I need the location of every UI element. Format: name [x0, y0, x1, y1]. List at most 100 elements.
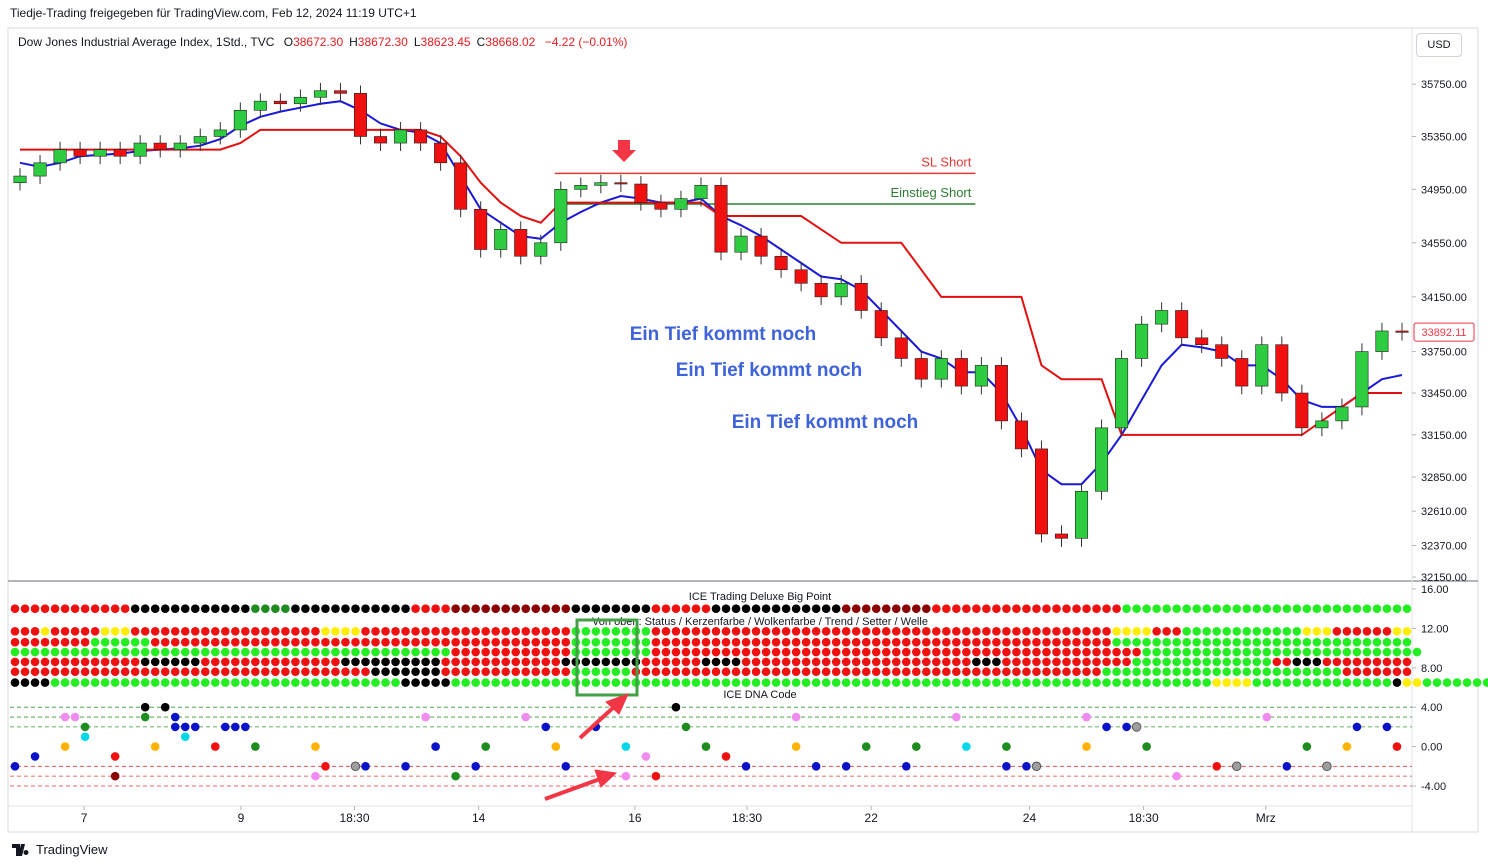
status-dot [661, 657, 671, 667]
status-dot [1432, 678, 1442, 687]
status-dot [1002, 604, 1011, 613]
candle-body [554, 189, 568, 244]
status-dot [180, 657, 190, 667]
status-dot [1292, 604, 1302, 613]
status-dot [791, 667, 801, 677]
status-dot [1032, 678, 1041, 687]
status-dot [891, 627, 901, 636]
candle-body [1095, 427, 1109, 492]
status-dot [942, 678, 951, 687]
status-dot [721, 637, 731, 647]
status-dot [90, 678, 100, 687]
status-dot [491, 667, 500, 677]
status-dot [821, 627, 831, 636]
status-dot [581, 678, 591, 687]
status-dot [1092, 657, 1101, 667]
candle-body [1155, 310, 1169, 325]
status-dot [1312, 637, 1322, 647]
status-dot [1052, 667, 1061, 677]
status-dot [140, 678, 150, 687]
status-dot [751, 604, 761, 613]
status-dot [1302, 627, 1312, 636]
status-dot [1142, 604, 1151, 613]
status-dot [100, 657, 110, 667]
status-dot [251, 678, 260, 687]
status-dot [561, 604, 571, 613]
status-dot [761, 667, 771, 677]
status-dot [1272, 637, 1282, 647]
dna-dot [451, 771, 460, 781]
status-dot [621, 647, 631, 657]
status-dot [10, 667, 20, 677]
status-dot [911, 604, 921, 613]
status-dot [1122, 627, 1131, 636]
status-dot [1342, 678, 1352, 687]
dna-dot [110, 752, 120, 761]
candle-body [1054, 533, 1069, 539]
status-dot [731, 667, 741, 677]
status-dot [942, 647, 951, 657]
status-dot [341, 678, 350, 687]
status-dot [351, 604, 360, 613]
status-dot [210, 667, 220, 677]
status-dot [341, 647, 350, 657]
status-dot [962, 637, 971, 647]
status-dot [1472, 678, 1482, 687]
status-dot [821, 647, 831, 657]
status-dot [381, 678, 390, 687]
dna-dot [311, 742, 320, 751]
status-dot [831, 627, 841, 636]
status-dot [1122, 678, 1131, 687]
status-dot [1282, 678, 1292, 687]
status-dot [671, 667, 681, 677]
status-dot [100, 637, 110, 647]
status-dot [711, 637, 721, 647]
status-dot [150, 667, 160, 677]
status-dot [1032, 667, 1041, 677]
status-dot [1372, 637, 1382, 647]
status-dot [1202, 657, 1212, 667]
candle-body [1014, 420, 1028, 450]
status-dot [331, 667, 340, 677]
status-dot [1132, 604, 1141, 613]
status-dot [751, 678, 761, 687]
status-dot [200, 678, 210, 687]
dna-dot [1031, 761, 1042, 772]
candle-body [914, 358, 928, 380]
status-dot [421, 678, 430, 687]
status-dot [581, 657, 591, 667]
status-dot [741, 667, 751, 677]
status-dot [301, 604, 310, 613]
candle-body [434, 142, 448, 164]
status-dot [1012, 637, 1021, 647]
candle-body [1235, 358, 1249, 387]
status-dot [150, 657, 160, 667]
status-dot [60, 647, 70, 657]
status-dot [521, 667, 531, 677]
status-dot [1102, 647, 1111, 657]
status-dot [1322, 647, 1332, 657]
status-dot [1372, 627, 1382, 636]
status-dot [481, 667, 490, 677]
status-dot [70, 604, 80, 613]
status-dot [1062, 647, 1071, 657]
candle-body [594, 182, 608, 186]
status-dot [221, 667, 230, 677]
status-dot [1082, 637, 1091, 647]
dna-dot [551, 742, 561, 751]
status-dot [511, 627, 521, 636]
candle-body [394, 129, 408, 144]
status-dot [381, 647, 390, 657]
status-dot [221, 604, 230, 613]
status-dot [1322, 678, 1332, 687]
status-dot [1342, 667, 1352, 677]
status-dot [671, 657, 681, 667]
status-dot [491, 604, 500, 613]
status-dot [561, 667, 571, 677]
status-dot [1342, 657, 1352, 667]
status-dot [811, 637, 821, 647]
currency-button[interactable]: USD [1416, 33, 1462, 57]
status-dot [481, 637, 490, 647]
status-dot [1042, 678, 1051, 687]
status-dot [251, 647, 260, 657]
